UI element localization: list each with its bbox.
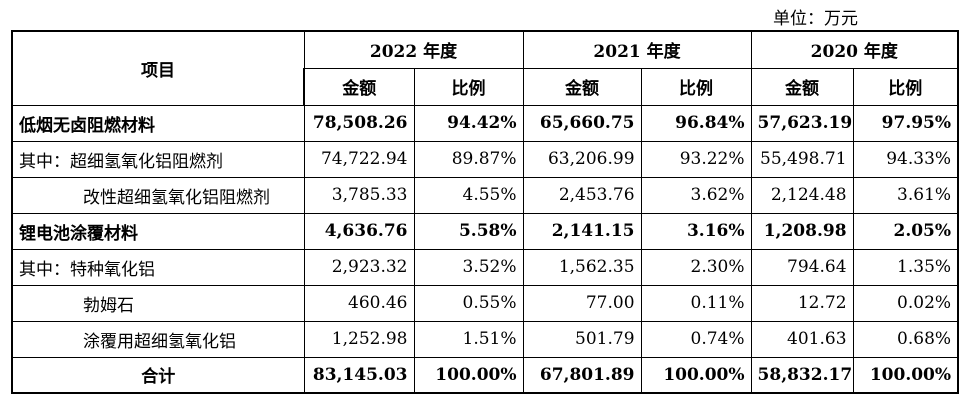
header-year-2021: 2021 年度 bbox=[522, 30, 752, 69]
ratio-cell: 96.84% bbox=[640, 104, 752, 142]
amount-cell: 3,785.33 bbox=[303, 176, 415, 214]
header-ratio: 比例 bbox=[852, 67, 960, 106]
amount-cell: 501.79 bbox=[522, 320, 642, 358]
amount-cell: 2,923.32 bbox=[303, 248, 415, 286]
amount-cell: 57,623.19 bbox=[750, 104, 854, 142]
ratio-cell: 94.33% bbox=[852, 140, 960, 178]
revenue-table: 项目 2022 年度 2021 年度 2020 年度 金额 比例 金额 比例 金… bbox=[11, 30, 960, 394]
amount-cell: 794.64 bbox=[750, 248, 854, 286]
row-label: 低烟无卤阻燃材料 bbox=[11, 104, 305, 142]
table-row: 合计 83,145.03 100.00% 67,801.89 100.00% 58,832… bbox=[11, 356, 960, 394]
amount-cell: 63,206.99 bbox=[522, 140, 642, 178]
amount-cell: 1,562.35 bbox=[522, 248, 642, 286]
table-row: 勃姆石 460.46 0.55% 77.00 0.11% 12.72 0.02% bbox=[11, 284, 960, 322]
amount-cell: 74,722.94 bbox=[303, 140, 415, 178]
table-row: 涂覆用超细氢氧化铝 1,252.98 1.51% 501.79 0.74% 401.63 0… bbox=[11, 320, 960, 358]
header-item: 项目 bbox=[11, 30, 305, 106]
table-row: 锂电池涂覆材料 4,636.76 5.58% 2,141.15 3.16% 1,208.9… bbox=[11, 212, 960, 250]
row-label: 其中：超细氢氧化铝阻燃剂 bbox=[11, 140, 305, 178]
ratio-cell: 5.58% bbox=[413, 212, 524, 250]
header-year-2020: 2020 年度 bbox=[750, 30, 960, 69]
row-label: 勃姆石 bbox=[11, 284, 305, 322]
amount-cell: 78,508.26 bbox=[303, 104, 415, 142]
header-amount: 金额 bbox=[750, 67, 854, 106]
ratio-cell: 94.42% bbox=[413, 104, 524, 142]
ratio-cell: 97.95% bbox=[852, 104, 960, 142]
amount-cell: 67,801.89 bbox=[522, 356, 642, 394]
row-label: 合计 bbox=[11, 356, 305, 394]
amount-cell: 4,636.76 bbox=[303, 212, 415, 250]
ratio-cell: 4.55% bbox=[413, 176, 524, 214]
ratio-cell: 93.22% bbox=[640, 140, 752, 178]
amount-cell: 2,453.76 bbox=[522, 176, 642, 214]
header-amount: 金额 bbox=[522, 67, 642, 106]
table-row: 改性超细氢氧化铝阻燃剂 3,785.33 4.55% 2,453.76 3.62% 2,1… bbox=[11, 176, 960, 214]
amount-cell: 1,208.98 bbox=[750, 212, 854, 250]
amount-cell: 2,124.48 bbox=[750, 176, 854, 214]
table-row: 低烟无卤阻燃材料 78,508.26 94.42% 65,660.75 96.84% 57… bbox=[11, 104, 960, 142]
amount-cell: 77.00 bbox=[522, 284, 642, 322]
ratio-cell: 0.68% bbox=[852, 320, 960, 358]
ratio-cell: 1.35% bbox=[852, 248, 960, 286]
unit-label: 单位：万元 bbox=[773, 9, 858, 29]
ratio-cell: 3.16% bbox=[640, 212, 752, 250]
ratio-cell: 2.30% bbox=[640, 248, 752, 286]
header-ratio: 比例 bbox=[640, 67, 752, 106]
ratio-cell: 1.51% bbox=[413, 320, 524, 358]
amount-cell: 12.72 bbox=[750, 284, 854, 322]
row-label: 改性超细氢氧化铝阻燃剂 bbox=[11, 176, 305, 214]
row-label: 涂覆用超细氢氧化铝 bbox=[11, 320, 305, 358]
ratio-cell: 0.11% bbox=[640, 284, 752, 322]
ratio-cell: 3.62% bbox=[640, 176, 752, 214]
ratio-cell: 100.00% bbox=[413, 356, 524, 394]
amount-cell: 1,252.98 bbox=[303, 320, 415, 358]
row-label: 其中：特种氧化铝 bbox=[11, 248, 305, 286]
ratio-cell: 100.00% bbox=[852, 356, 960, 394]
amount-cell: 65,660.75 bbox=[522, 104, 642, 142]
ratio-cell: 100.00% bbox=[640, 356, 752, 394]
row-label: 锂电池涂覆材料 bbox=[11, 212, 305, 250]
ratio-cell: 0.55% bbox=[413, 284, 524, 322]
table-row: 其中：超细氢氧化铝阻燃剂 74,722.94 89.87% 63,206.99 93.2… bbox=[11, 140, 960, 178]
ratio-cell: 89.87% bbox=[413, 140, 524, 178]
ratio-cell: 3.52% bbox=[413, 248, 524, 286]
amount-cell: 55,498.71 bbox=[750, 140, 854, 178]
ratio-cell: 3.61% bbox=[852, 176, 960, 214]
table-row: 其中：特种氧化铝 2,923.32 3.52% 1,562.35 2.30% 794.64… bbox=[11, 248, 960, 286]
amount-cell: 2,141.15 bbox=[522, 212, 642, 250]
amount-cell: 401.63 bbox=[750, 320, 854, 358]
amount-cell: 460.46 bbox=[303, 284, 415, 322]
ratio-cell: 0.74% bbox=[640, 320, 752, 358]
header-year-2022: 2022 年度 bbox=[303, 30, 524, 69]
header-ratio: 比例 bbox=[413, 67, 524, 106]
amount-cell: 58,832.17 bbox=[750, 356, 854, 394]
ratio-cell: 2.05% bbox=[852, 212, 960, 250]
ratio-cell: 0.02% bbox=[852, 284, 960, 322]
amount-cell: 83,145.03 bbox=[303, 356, 415, 394]
header-amount: 金额 bbox=[303, 67, 415, 106]
